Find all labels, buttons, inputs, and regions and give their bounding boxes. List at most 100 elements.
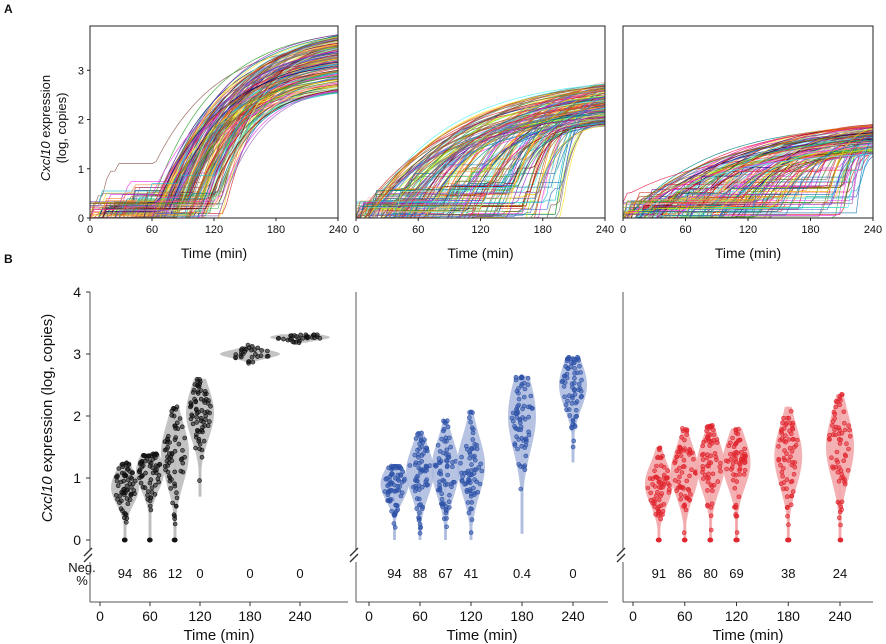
data-point: [838, 522, 843, 528]
data-point: [194, 415, 200, 420]
data-point: [706, 475, 712, 481]
data-point: [208, 403, 213, 409]
data-point: [741, 472, 747, 477]
data-point: [394, 487, 400, 493]
trajectory-line: [623, 136, 873, 218]
data-point: [662, 479, 667, 485]
data-point: [194, 410, 200, 416]
data-point: [683, 494, 688, 499]
data-point: [574, 399, 580, 404]
data-point: [682, 502, 687, 508]
data-point: [516, 396, 522, 402]
trajectory-line: [623, 151, 873, 218]
data-point: [392, 525, 398, 530]
data-point: [788, 454, 793, 460]
data-point: [138, 460, 143, 465]
data-point: [418, 467, 424, 472]
trajectory-line: [90, 71, 338, 218]
trajectory-chart-1: 0 60 120 180 240 0 1 2 3 Time (min): [78, 25, 347, 261]
violin-group: [111, 460, 139, 543]
data-point: [122, 473, 127, 479]
y-tick-label: 0: [78, 213, 84, 225]
neg-percent-label: 94: [387, 566, 401, 581]
data-point: [148, 537, 153, 543]
data-point: [733, 459, 739, 464]
violin-group: [644, 445, 673, 543]
trajectory-line: [623, 136, 873, 218]
data-point: [522, 467, 528, 473]
neg-percent-label: 38: [781, 566, 795, 581]
data-point: [469, 462, 474, 467]
data-point: [655, 454, 661, 460]
trajectory-line: [623, 128, 873, 218]
data-point: [153, 482, 158, 488]
data-point: [205, 409, 210, 415]
data-point: [394, 503, 400, 508]
trajectory-line: [623, 151, 873, 218]
data-point: [468, 506, 473, 512]
data-point: [788, 408, 794, 414]
data-point: [172, 521, 178, 527]
trajectory-chart-3: 0 60 120 180 240 Time (min): [620, 25, 882, 261]
data-point: [443, 510, 449, 516]
data-point: [577, 363, 582, 369]
data-point: [156, 472, 162, 478]
data-point: [166, 433, 171, 439]
trajectory-line: [623, 128, 873, 213]
data-point: [684, 427, 690, 433]
data-point: [742, 467, 748, 473]
data-point: [776, 458, 782, 463]
data-point: [162, 463, 168, 469]
trajectory-line: [623, 129, 873, 218]
x-tick-label: 0: [629, 608, 637, 624]
data-point: [204, 397, 209, 402]
data-point: [445, 472, 451, 478]
trajectory-line: [623, 144, 873, 218]
data-point: [265, 348, 270, 354]
data-point: [570, 444, 576, 450]
neg-percent-label: 91: [652, 566, 666, 581]
x-tick-label: 120: [188, 608, 212, 624]
data-point: [842, 427, 848, 433]
x-tick-label: 180: [510, 608, 534, 624]
trajectory-line: [356, 104, 605, 218]
x-axis-label: Time (min): [447, 245, 513, 261]
data-point: [685, 486, 691, 492]
data-point: [569, 360, 574, 365]
axis-break-mark: [349, 547, 359, 557]
data-point: [126, 461, 132, 467]
data-point: [777, 437, 783, 443]
neg-percent-label: 86: [678, 566, 692, 581]
data-point: [677, 465, 682, 471]
data-point: [477, 481, 483, 487]
data-point: [837, 441, 843, 446]
trajectory-line: [90, 61, 338, 218]
trajectory-line: [623, 126, 873, 218]
data-point: [788, 479, 794, 485]
trajectory-line: [623, 136, 873, 218]
x-tick-label: 240: [561, 608, 585, 624]
x-axis-label: Time (min): [446, 627, 517, 644]
data-point: [249, 354, 255, 360]
data-point: [787, 420, 793, 426]
data-point: [684, 478, 690, 484]
data-point: [742, 451, 748, 457]
neg-percent-label: 80: [703, 566, 717, 581]
ylabel-suffix: expression: [38, 75, 53, 141]
data-point: [715, 479, 721, 484]
trajectory-line: [356, 122, 605, 218]
y-tick-label: 0: [73, 532, 81, 548]
data-point: [702, 472, 708, 478]
data-point: [475, 489, 481, 495]
trajectory-line: [356, 122, 605, 218]
x-tick-label: 180: [777, 608, 801, 624]
data-point: [400, 469, 406, 475]
trajectory-line: [90, 79, 338, 218]
data-point: [459, 470, 464, 476]
data-point: [736, 426, 741, 432]
data-point: [192, 396, 197, 402]
data-point: [125, 501, 131, 507]
data-point: [142, 458, 148, 464]
data-point: [710, 471, 716, 477]
trajectory-line: [90, 51, 338, 218]
